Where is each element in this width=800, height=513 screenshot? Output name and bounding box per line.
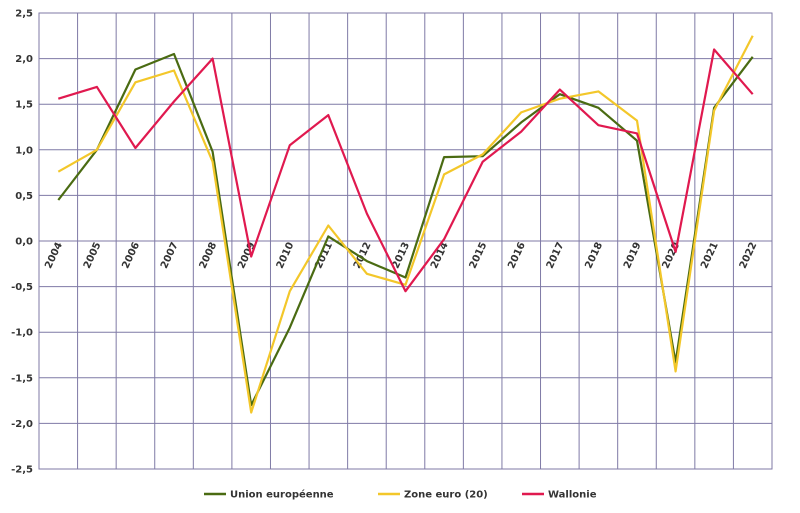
y-tick-label: 2,5 <box>15 9 33 20</box>
y-tick-label: 0,0 <box>15 237 33 248</box>
series-line <box>57 48 754 293</box>
legend: Union européenne Zone euro (20) Wallonie <box>204 489 597 501</box>
y-tick-label: -1,5 <box>11 373 33 384</box>
y-tick-label: 0,5 <box>15 191 33 202</box>
series-line <box>57 35 754 414</box>
y-tick-label: -2,0 <box>11 419 33 430</box>
series-line <box>57 52 754 407</box>
y-tick-label: -0,5 <box>11 282 33 293</box>
y-tick-label: 1,0 <box>15 145 33 156</box>
series-lines <box>57 35 754 414</box>
y-axis: -2,5 -2,0 -1,5 -1,0 -0,5 0,0 0,5 1,0 1,5 2,0 2,5 <box>11 9 33 476</box>
y-tick-label: 2,0 <box>15 54 33 65</box>
legend-label: Union européenne <box>230 489 334 501</box>
legend-label: Zone euro (20) <box>404 490 488 501</box>
legend-label: Wallonie <box>548 490 597 501</box>
y-tick-label: -1,0 <box>11 328 33 339</box>
y-tick-label: 1,5 <box>15 100 33 111</box>
y-tick-label: -2,5 <box>11 465 33 476</box>
